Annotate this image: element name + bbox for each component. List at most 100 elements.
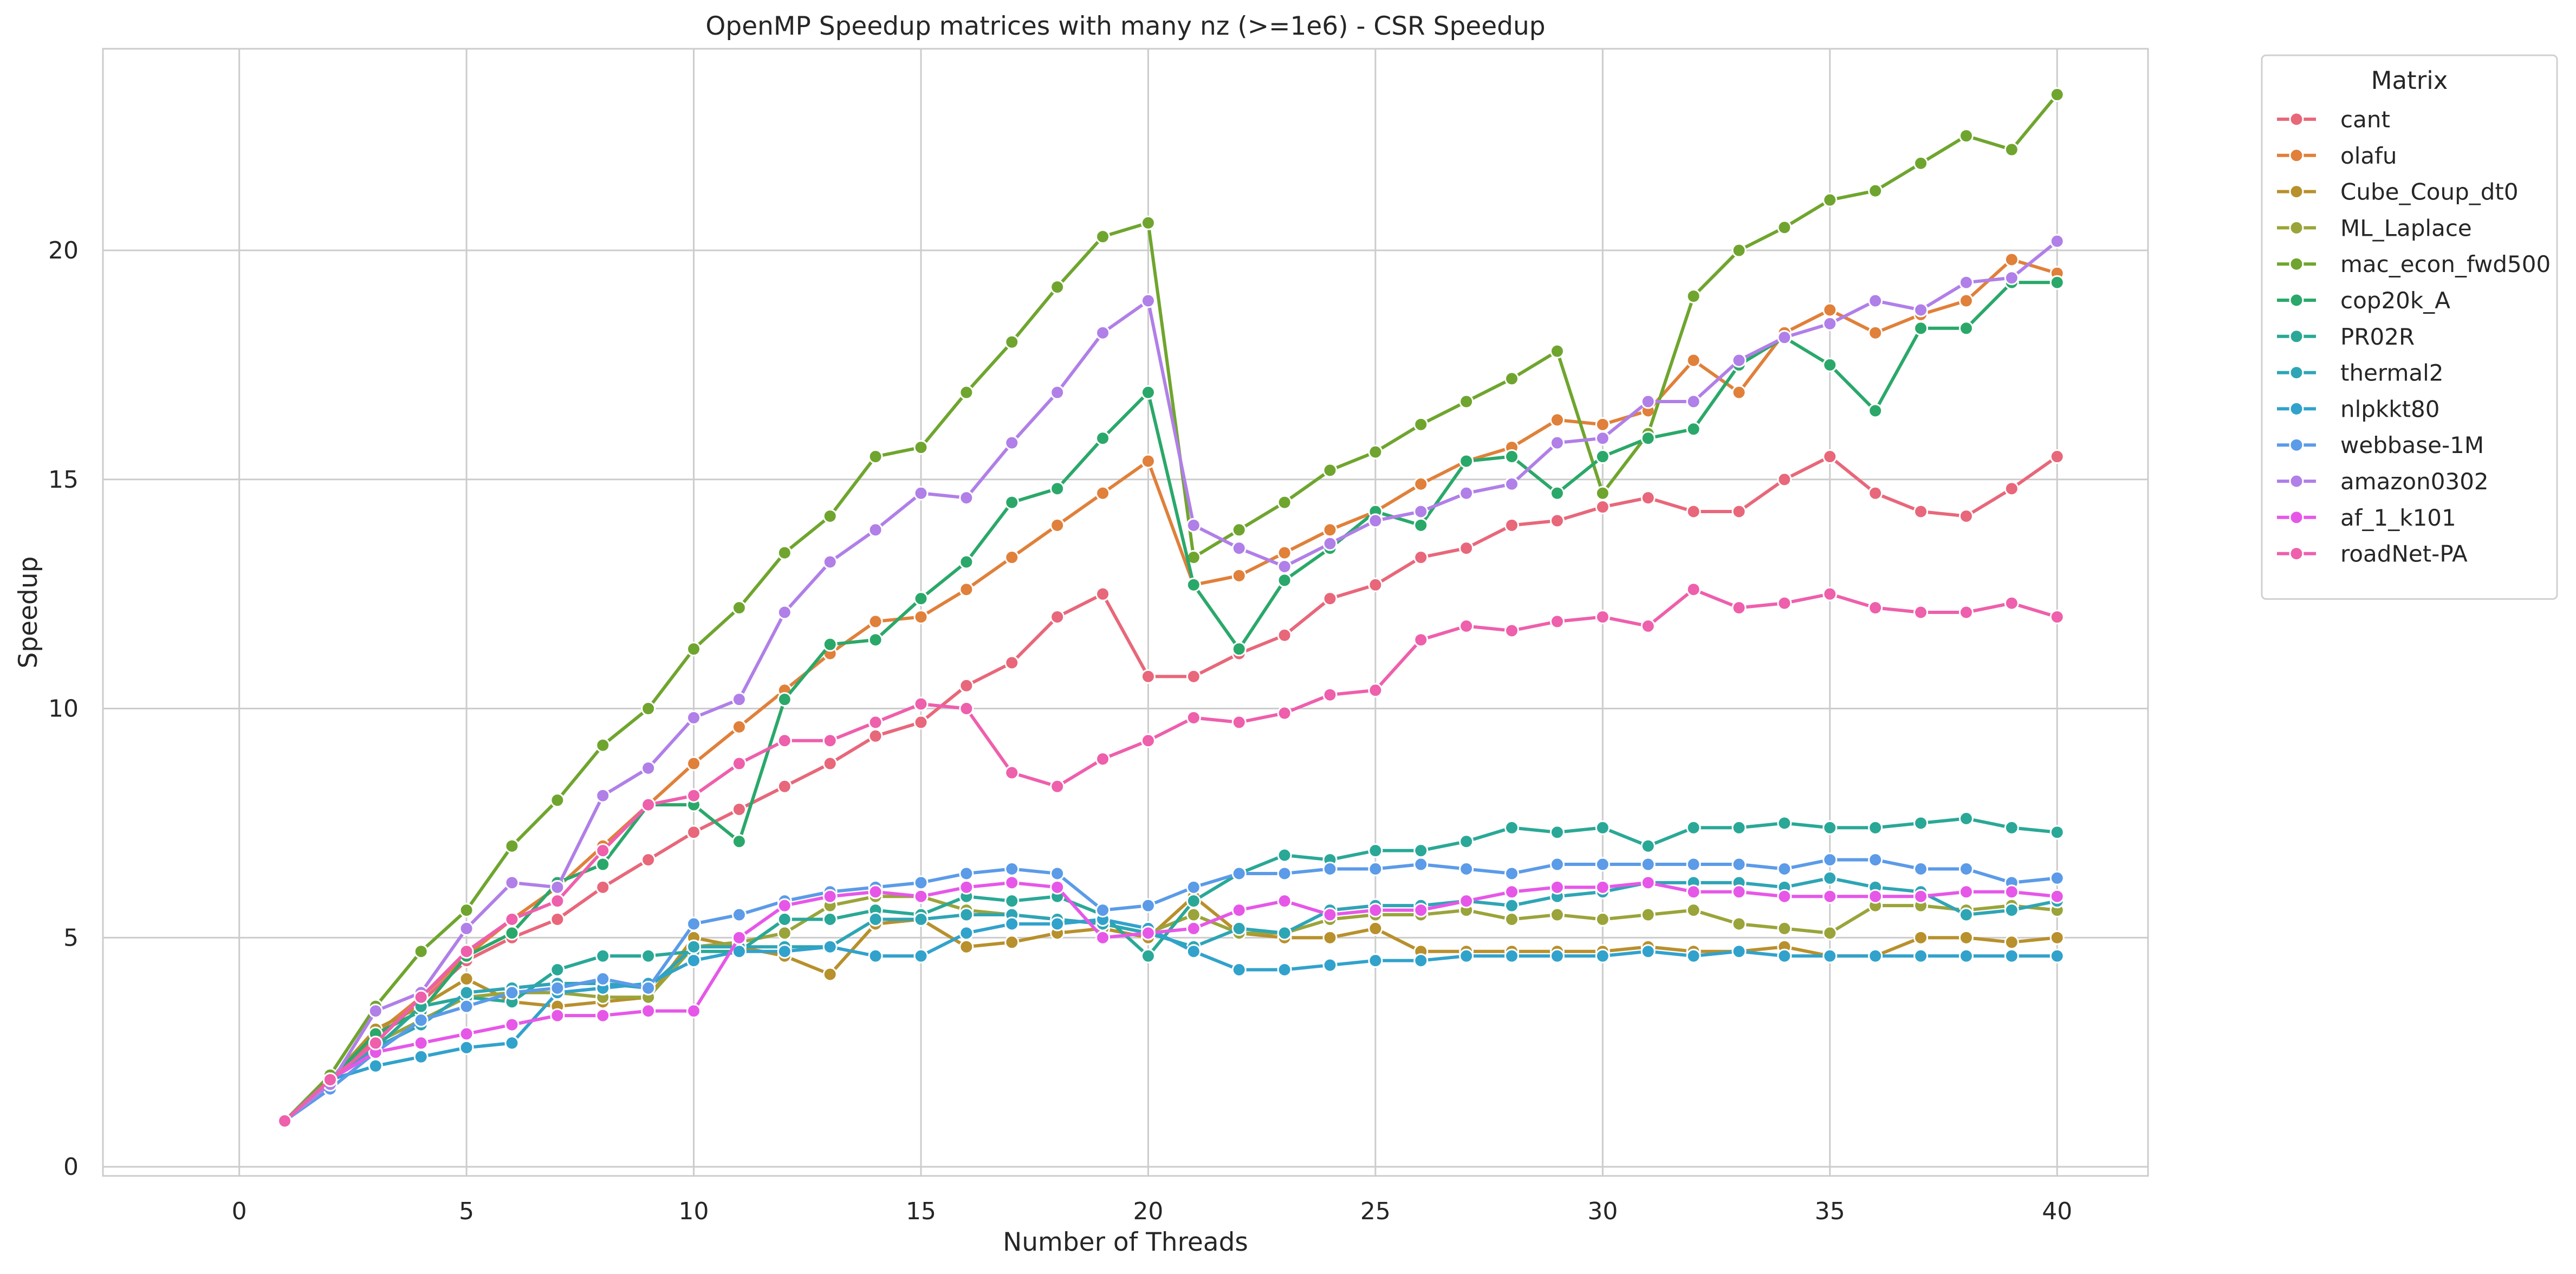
data-point — [1277, 894, 1292, 909]
data-point — [686, 710, 702, 725]
series-line — [283, 895, 2058, 1122]
data-point — [1868, 403, 1883, 418]
series-af_1_k101 — [277, 875, 2065, 1129]
data-point — [959, 554, 974, 570]
data-point — [1277, 706, 1292, 721]
data-point — [1322, 687, 1338, 702]
data-point — [1640, 907, 1656, 922]
data-point — [1731, 385, 1747, 400]
data-point — [504, 838, 520, 853]
data-point — [2049, 930, 2065, 945]
data-point — [959, 582, 974, 597]
data-point — [1140, 215, 1156, 230]
data-point — [1822, 870, 1838, 885]
data-point — [686, 939, 702, 954]
data-point — [1095, 930, 1111, 945]
data-point — [1822, 192, 1838, 208]
data-point — [1549, 412, 1565, 428]
data-point — [595, 879, 611, 895]
data-point — [731, 930, 747, 945]
data-point — [595, 971, 611, 986]
data-point — [1050, 518, 1065, 533]
series-line — [283, 858, 2058, 1122]
data-point — [1459, 394, 1474, 409]
data-point — [1277, 495, 1292, 510]
data-point — [868, 522, 883, 538]
series-webbase-1M — [277, 852, 2065, 1129]
data-point — [2004, 948, 2019, 963]
data-point — [550, 894, 565, 909]
data-point — [822, 967, 838, 982]
data-point — [504, 875, 520, 890]
data-point — [822, 733, 838, 748]
data-point — [1322, 463, 1338, 478]
data-point — [1459, 861, 1474, 876]
data-point — [1958, 948, 1974, 963]
data-point — [1413, 903, 1429, 918]
data-point — [1277, 573, 1292, 588]
data-point — [1868, 293, 1883, 308]
data-point — [913, 875, 929, 890]
data-point — [1277, 545, 1292, 560]
data-point — [1595, 431, 1610, 446]
data-point — [1504, 476, 1520, 492]
series-layer — [277, 87, 2065, 1129]
data-point — [913, 609, 929, 624]
data-point — [1777, 596, 1792, 611]
legend-label: cop20k_A — [2340, 287, 2450, 314]
x-tick-label: 40 — [2042, 1198, 2072, 1225]
data-point — [504, 912, 520, 927]
data-point — [1140, 733, 1156, 748]
data-point — [1913, 861, 1929, 876]
legend-swatch-marker — [2289, 148, 2304, 163]
data-point — [1822, 316, 1838, 331]
data-point — [777, 733, 792, 748]
data-point — [1459, 486, 1474, 501]
data-point — [1368, 843, 1383, 858]
data-point — [641, 701, 656, 716]
data-point — [1686, 289, 1701, 304]
data-point — [641, 760, 656, 775]
data-point — [868, 632, 883, 648]
data-point — [459, 944, 474, 959]
data-point — [1231, 541, 1247, 556]
data-point — [1595, 486, 1610, 501]
data-point — [1822, 852, 1838, 868]
data-point — [1095, 325, 1111, 340]
data-point — [1504, 820, 1520, 835]
data-point — [550, 980, 565, 995]
data-point — [1686, 422, 1701, 437]
data-point — [686, 756, 702, 771]
data-point — [913, 696, 929, 712]
data-point — [2004, 481, 2019, 496]
data-point — [2049, 234, 2065, 249]
data-point — [1686, 948, 1701, 963]
legend-label: webbase-1M — [2340, 432, 2484, 458]
data-point — [959, 866, 974, 881]
data-point — [1595, 500, 1610, 515]
data-point — [1140, 454, 1156, 469]
data-point — [1868, 820, 1883, 835]
data-point — [1913, 948, 1929, 963]
data-point — [2049, 825, 2065, 840]
data-point — [459, 903, 474, 918]
data-point — [1777, 220, 1792, 235]
data-point — [1640, 394, 1656, 409]
data-point — [1231, 568, 1247, 583]
data-point — [2049, 948, 2065, 963]
x-axis-label: Number of Threads — [1003, 1227, 1248, 1257]
data-point — [595, 788, 611, 803]
series-line — [283, 240, 2059, 1122]
data-point — [868, 948, 883, 963]
data-point — [1822, 926, 1838, 941]
data-point — [1459, 454, 1474, 469]
legend-item: cop20k_A — [2277, 287, 2450, 314]
data-point — [1459, 618, 1474, 633]
data-point — [1504, 623, 1520, 638]
data-point — [1822, 357, 1838, 372]
data-point — [1050, 385, 1065, 400]
data-point — [1277, 926, 1292, 941]
x-tick-label: 5 — [459, 1198, 474, 1225]
data-point — [641, 852, 656, 868]
legend-label: Cube_Coup_dt0 — [2340, 179, 2519, 205]
